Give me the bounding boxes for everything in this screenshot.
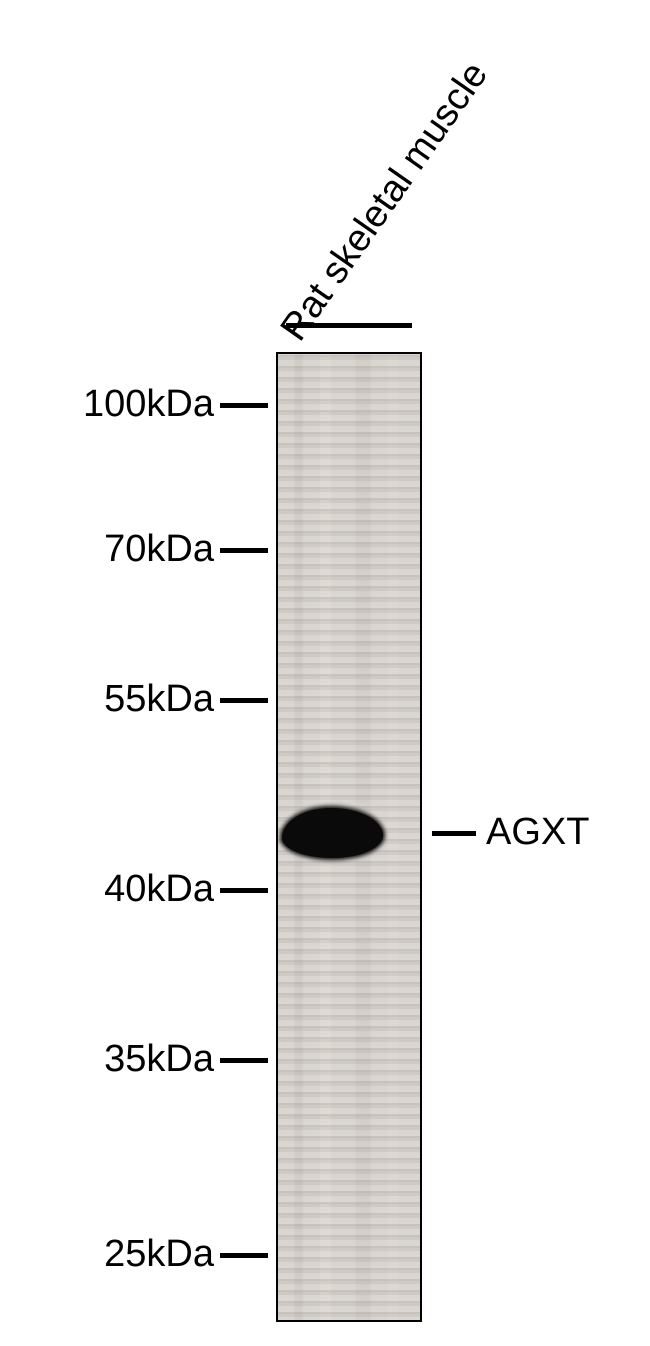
western-blot-figure: Rat skeletal muscle 100kDa 70kDa 55kDa 40kD…	[0, 0, 650, 1346]
band-annotation-tick	[432, 831, 476, 836]
mw-tick	[220, 698, 268, 703]
mw-label: 40kDa	[0, 868, 214, 911]
mw-label: 25kDa	[0, 1233, 214, 1276]
blot-lane	[276, 352, 422, 1322]
protein-band	[282, 808, 383, 858]
mw-label: 70kDa	[0, 528, 214, 571]
lane-label: Rat skeletal muscle	[273, 54, 497, 349]
mw-label: 35kDa	[0, 1038, 214, 1081]
mw-tick	[220, 548, 268, 553]
mw-label: 100kDa	[0, 383, 214, 426]
mw-tick	[220, 888, 268, 893]
mw-tick	[220, 1058, 268, 1063]
mw-label: 55kDa	[0, 678, 214, 721]
band-annotation-label: AGXT	[486, 811, 589, 854]
mw-tick	[220, 403, 268, 408]
mw-tick	[220, 1253, 268, 1258]
